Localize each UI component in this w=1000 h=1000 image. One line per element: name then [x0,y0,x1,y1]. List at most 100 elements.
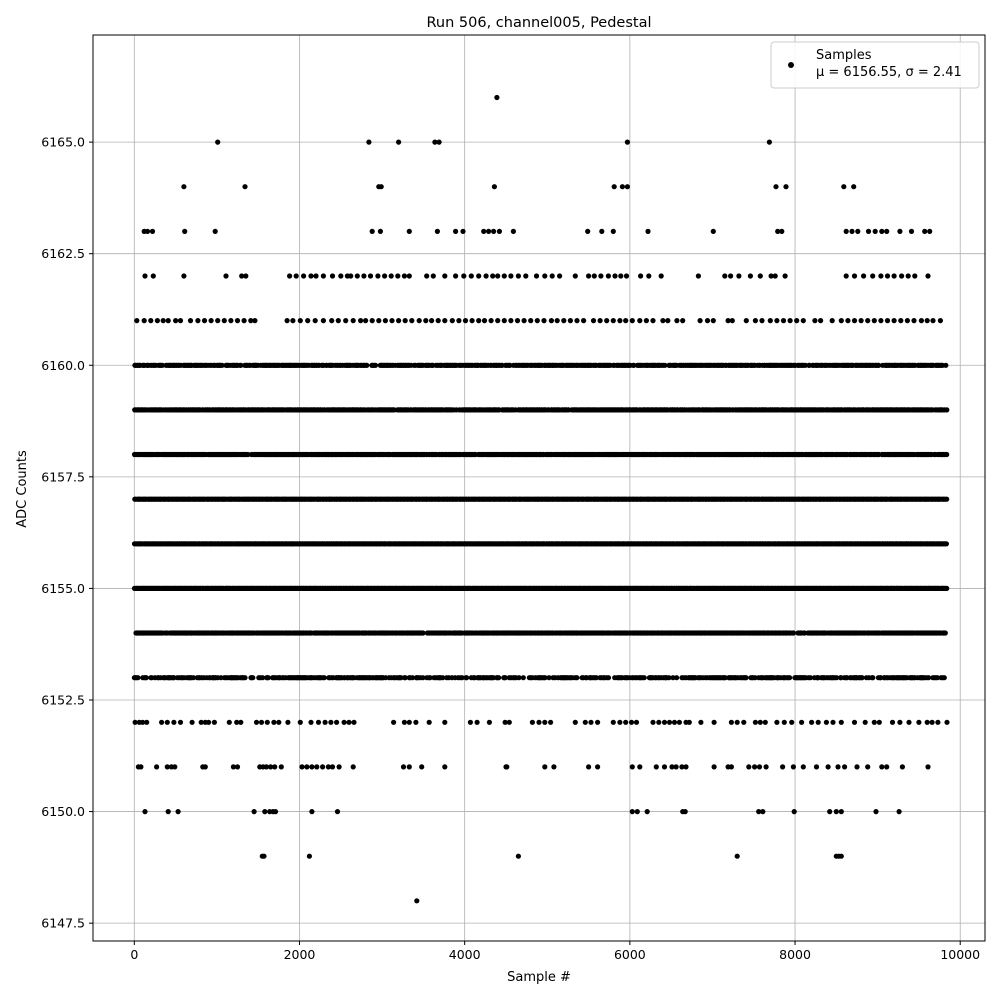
sample-point [496,675,502,681]
sample-point [676,719,683,725]
sample-point [134,318,140,324]
sample-point [759,318,765,324]
sample-point [453,228,459,234]
sample-point [426,719,432,725]
sample-point [366,139,372,145]
sample-point [515,273,522,279]
sample-point [148,318,154,324]
sample-point [144,719,150,725]
sample-point [313,273,319,279]
sample-point [842,764,848,770]
sample-point [396,139,402,145]
sample-point [435,318,441,324]
sample-point [322,719,328,725]
sample-point [554,318,560,324]
sample-point [177,318,184,324]
sample-point [574,318,580,324]
sample-point [646,273,652,279]
sample-point [930,318,936,324]
sample-point [335,318,341,324]
sample-point [629,318,635,324]
sample-point [944,585,950,592]
sample-point [746,764,752,770]
sample-point [711,719,717,725]
sample-point [624,139,631,145]
sample-point [427,675,433,681]
sample-point [245,451,251,458]
sample-point [548,719,554,725]
sample-point [234,318,241,324]
sample-point [309,809,315,815]
sample-point [756,809,762,815]
sample-point [829,318,835,324]
sample-point [871,719,877,725]
sample-point [686,719,692,725]
sample-point [728,764,735,770]
sample-point [899,273,905,279]
sample-point [604,318,610,324]
sample-point [851,719,858,725]
sample-point [521,318,527,324]
sample-point [680,318,686,324]
sample-point [922,228,928,234]
sample-point [496,228,502,234]
sample-point [617,719,623,725]
sample-point [661,764,668,770]
sample-point [752,318,759,324]
sample-point [710,228,716,234]
sample-point [502,675,508,681]
sample-point [378,184,384,190]
sample-point [469,318,475,324]
sample-point [315,719,322,725]
sample-point [593,675,600,681]
sample-point [623,719,629,725]
sample-point [783,184,789,190]
sample-point [406,273,412,279]
sample-point [698,719,704,725]
sample-point [775,228,781,234]
sample-point [468,273,474,279]
sample-point [456,318,462,324]
sample-point [159,719,165,725]
sample-point [757,719,763,725]
sample-point [588,719,594,725]
sample-point [743,675,749,681]
sample-point [683,764,689,770]
sample-point [813,764,820,770]
sample-point [628,719,635,725]
sample-point [495,318,501,324]
sample-point [757,273,763,279]
sample-point [150,273,156,279]
sample-point [402,318,408,324]
sample-point [268,764,274,770]
sample-point [308,273,314,279]
sample-point [762,719,768,725]
sample-point [908,228,915,234]
sample-point [400,764,407,770]
sample-point [508,318,514,324]
sample-point [661,719,668,725]
sample-point [641,675,647,681]
sample-point [598,273,604,279]
sample-point [440,675,446,681]
sample-point [154,318,160,324]
sample-point [849,228,855,234]
sample-point [760,809,766,815]
sample-point [338,273,344,279]
sample-point [897,228,903,234]
sample-point [794,318,800,324]
sample-point [250,675,256,681]
sample-point [181,184,187,190]
sample-point [248,318,254,324]
sample-point [476,273,482,279]
sample-point [633,719,640,725]
sample-point [665,318,671,324]
sample-point [520,675,526,681]
sample-point [287,273,293,279]
sample-point [481,318,488,324]
sample-point [442,719,448,725]
sample-point [343,318,349,324]
sample-point [763,764,769,770]
sample-point [516,675,522,681]
sample-point [591,273,597,279]
